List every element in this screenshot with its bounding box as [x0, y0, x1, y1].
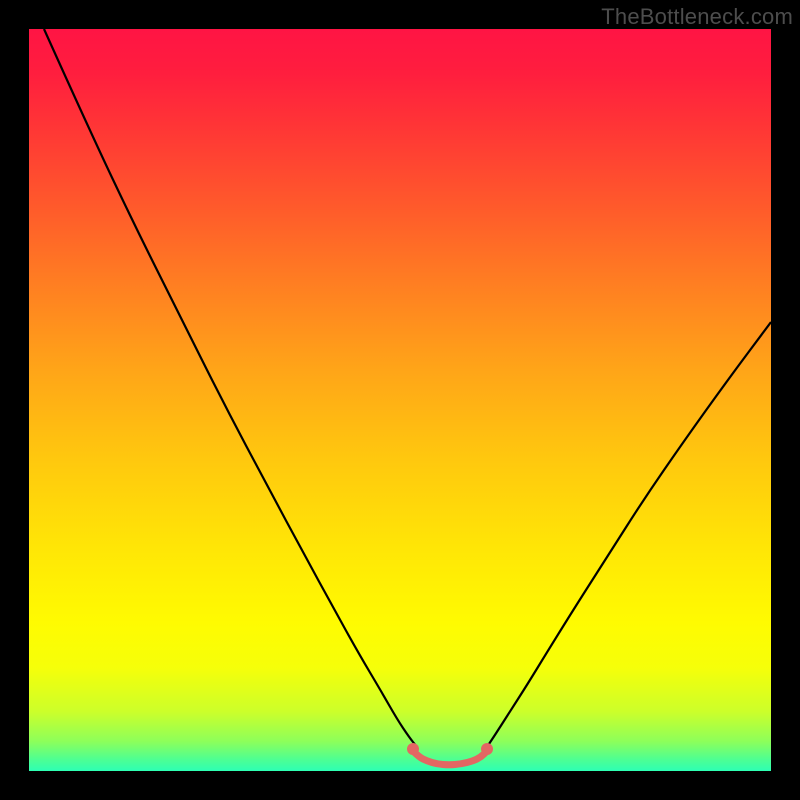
chart-svg	[29, 29, 771, 771]
curve-bottom-accent	[413, 751, 487, 765]
curve-right-branch	[487, 322, 771, 747]
curve-left-branch	[44, 29, 417, 747]
accent-end-dot-1	[481, 743, 493, 755]
chart-frame	[29, 29, 771, 771]
watermark-text: TheBottleneck.com	[601, 4, 793, 30]
accent-end-dot-0	[407, 743, 419, 755]
